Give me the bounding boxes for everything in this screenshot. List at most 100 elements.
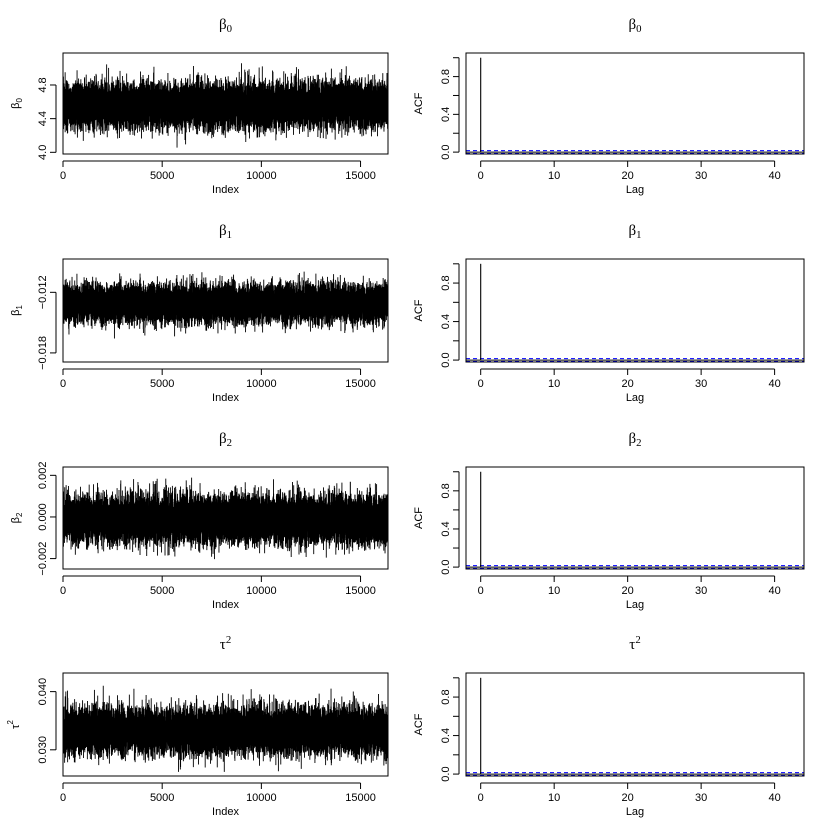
x-tick-label: 5000 <box>150 378 174 390</box>
x-tick-label: 5000 <box>150 170 174 182</box>
x-tick-label: 0 <box>60 170 66 182</box>
panel-title: τ2 <box>220 634 231 653</box>
y-tick-label: 0.8 <box>440 275 452 290</box>
x-axis: 0 10 20 30 40 Lag <box>478 160 781 196</box>
x-tick-label: 0 <box>478 585 484 597</box>
x-axis-label: Index <box>212 599 239 611</box>
y-tick-label: 0.4 <box>440 728 452 743</box>
y-tick-label: 0.8 <box>440 483 452 498</box>
x-tick-label: 20 <box>622 585 634 597</box>
panel-title: β2 <box>628 431 641 449</box>
x-tick-label: 30 <box>695 170 707 182</box>
y-tick-label: 0.8 <box>440 69 452 84</box>
x-tick-label: 30 <box>695 792 707 804</box>
trace-line <box>62 271 389 339</box>
y-axis-label: β2 <box>10 513 24 524</box>
plot-frame <box>62 466 389 570</box>
y-tick-label: 0.0 <box>440 559 452 574</box>
x-tick-label: 10000 <box>246 378 277 390</box>
plot-frame <box>62 52 389 155</box>
x-tick-label: 0 <box>60 378 66 390</box>
x-tick-label: 30 <box>695 585 707 597</box>
x-axis-label: Lag <box>626 806 644 818</box>
x-tick-label: 10000 <box>246 792 277 804</box>
trace-panel-6: τ2 0 5000 10000 15000 Index 0.030 0.040 τ2 <box>6 634 389 818</box>
x-axis: 0 5000 10000 15000 Index <box>60 160 376 196</box>
x-tick-label: 15000 <box>345 378 376 390</box>
x-tick-label: 15000 <box>345 585 376 597</box>
y-tick-label: 0.000 <box>37 503 49 531</box>
x-tick-label: 10 <box>548 170 560 182</box>
y-axis-label: ACF <box>413 92 425 114</box>
x-tick-label: 40 <box>768 170 780 182</box>
panel-title: β1 <box>219 223 232 241</box>
x-axis: 0 5000 10000 15000 Index <box>60 575 376 611</box>
y-tick-label: 0.002 <box>37 462 49 490</box>
panel-title: β0 <box>219 17 232 35</box>
plot-frame <box>465 466 805 570</box>
x-tick-label: 20 <box>622 170 634 182</box>
x-tick-label: 15000 <box>345 170 376 182</box>
x-tick-label: 0 <box>60 792 66 804</box>
y-tick-label: 4.8 <box>37 77 49 92</box>
y-axis-label: τ2 <box>6 720 22 729</box>
y-axis: −0.018 −0.012 β1 <box>10 275 57 370</box>
x-tick-label: 0 <box>478 378 484 390</box>
x-axis-label: Lag <box>626 392 644 404</box>
x-axis: 0 5000 10000 15000 Index <box>60 368 376 404</box>
x-tick-label: 20 <box>622 378 634 390</box>
y-tick-label: 0.4 <box>440 521 452 536</box>
plot-frame <box>465 52 805 155</box>
x-tick-label: 10000 <box>246 170 277 182</box>
trace-line <box>62 685 389 772</box>
y-axis-label: β1 <box>10 305 24 316</box>
x-tick-label: 15000 <box>345 792 376 804</box>
x-tick-label: 5000 <box>150 792 174 804</box>
acf-panel-5: β2 0 10 20 30 40 Lag 0.0 0.4 0.8 ACF <box>413 431 805 611</box>
x-tick-label: 0 <box>60 585 66 597</box>
y-axis: 0.0 0.4 0.8 ACF <box>413 263 460 368</box>
x-tick-label: 20 <box>622 792 634 804</box>
y-tick-label: 0.0 <box>440 144 452 159</box>
trace-panel-4: β2 0 5000 10000 15000 Index −0.002 0.000 0.002 β2 <box>10 431 389 611</box>
plot-frame <box>62 672 389 777</box>
y-tick-label: 0.0 <box>440 352 452 367</box>
plot-frame <box>465 258 805 363</box>
y-axis: 0.0 0.4 0.8 ACF <box>413 57 460 160</box>
trace-line <box>62 477 389 560</box>
y-axis: 0.030 0.040 τ2 <box>6 678 57 764</box>
y-tick-label: 0.8 <box>440 689 452 704</box>
y-tick-label: −0.012 <box>37 275 49 309</box>
x-axis: 0 10 20 30 40 Lag <box>478 782 781 818</box>
y-axis: 0.0 0.4 0.8 ACF <box>413 677 460 782</box>
x-axis: 0 10 20 30 40 Lag <box>478 575 781 611</box>
x-tick-label: 10 <box>548 585 560 597</box>
y-axis-label: ACF <box>413 713 425 735</box>
x-axis: 0 5000 10000 15000 Index <box>60 782 376 818</box>
panel-title: β2 <box>219 431 232 449</box>
x-tick-label: 10 <box>548 378 560 390</box>
y-axis-label: ACF <box>413 507 425 529</box>
y-axis: 0.0 0.4 0.8 ACF <box>413 471 460 575</box>
y-tick-label: 0.0 <box>440 766 452 781</box>
y-tick-label: 4.4 <box>37 111 49 126</box>
acf-panel-3: β1 0 10 20 30 40 Lag 0.0 0.4 0.8 ACF <box>413 223 805 404</box>
panel-title: β1 <box>628 223 641 241</box>
x-tick-label: 40 <box>768 585 780 597</box>
x-tick-label: 0 <box>478 170 484 182</box>
x-tick-label: 10000 <box>246 585 277 597</box>
plot-frame <box>62 258 389 363</box>
acf-panel-1: β0 0 10 20 30 40 Lag 0.0 0.4 0.8 ACF <box>413 17 805 196</box>
y-tick-label: 4.0 <box>37 145 49 160</box>
x-tick-label: 40 <box>768 792 780 804</box>
panel-title: τ2 <box>629 634 640 653</box>
x-tick-label: 40 <box>768 378 780 390</box>
y-axis-label: β0 <box>10 98 24 109</box>
trace-panel-2: β1 0 5000 10000 15000 Index −0.018 −0.012 β1 <box>10 223 389 404</box>
y-tick-label: −0.002 <box>37 542 49 576</box>
panel-title: β0 <box>628 17 641 35</box>
trace-line <box>62 63 389 148</box>
y-tick-label: 0.030 <box>37 736 49 764</box>
plot-frame <box>465 672 805 777</box>
